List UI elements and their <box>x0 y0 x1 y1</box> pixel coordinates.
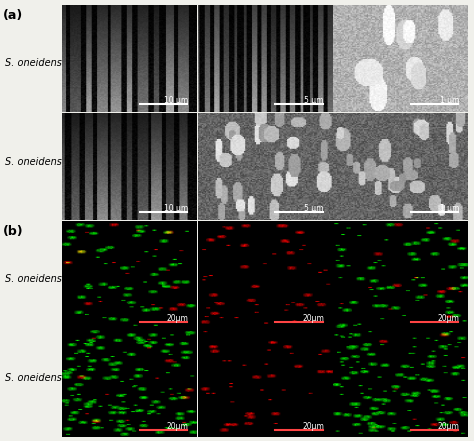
Text: 20μm: 20μm <box>438 422 460 431</box>
Text: 5 μm: 5 μm <box>304 96 324 105</box>
Text: S. oneidensis: S. oneidensis <box>5 274 70 284</box>
Text: (a): (a) <box>3 9 23 22</box>
Text: 1 μm: 1 μm <box>440 96 460 105</box>
Text: 20μm: 20μm <box>166 422 188 431</box>
Text: 5 μm: 5 μm <box>304 204 324 213</box>
Text: S. oneidensis/PMNT: S. oneidensis/PMNT <box>5 373 100 383</box>
Text: 20μm: 20μm <box>438 314 460 323</box>
Text: 20μm: 20μm <box>302 314 324 323</box>
Text: S. oneidensis/PMNT: S. oneidensis/PMNT <box>5 157 100 167</box>
Text: 10 μm: 10 μm <box>164 204 188 213</box>
Text: 10 μm: 10 μm <box>164 96 188 105</box>
Text: 20μm: 20μm <box>302 422 324 431</box>
Text: S. oneidensis: S. oneidensis <box>5 58 70 68</box>
Text: (b): (b) <box>3 225 24 238</box>
Text: 1 μm: 1 μm <box>440 204 460 213</box>
Text: 20μm: 20μm <box>166 314 188 323</box>
